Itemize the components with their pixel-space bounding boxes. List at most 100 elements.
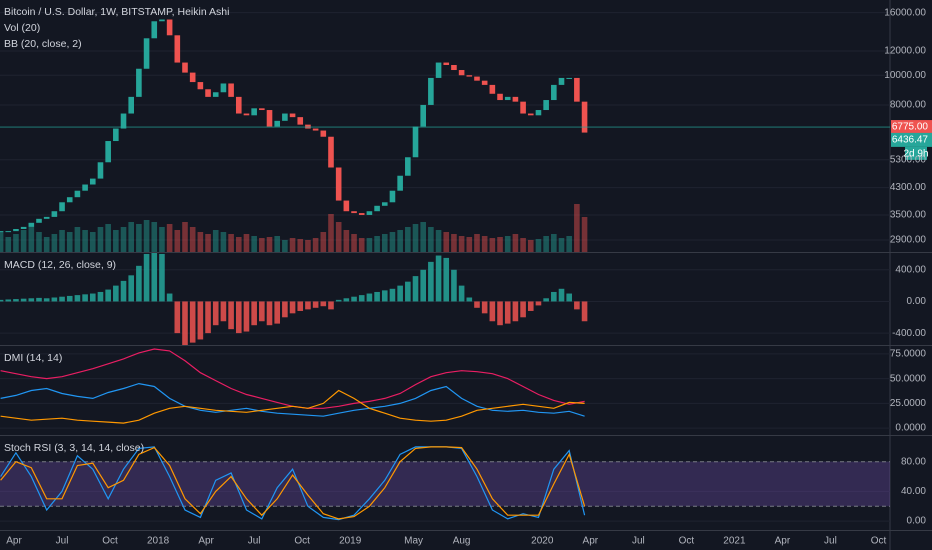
candle-body: [97, 162, 104, 179]
macd-histogram-bar: [374, 291, 380, 302]
macd-histogram-bar: [266, 301, 273, 326]
candle-body: [358, 213, 365, 215]
volume-bar: [66, 232, 73, 252]
volume-bar: [13, 234, 19, 252]
x-tick-label: 2018: [147, 536, 170, 547]
volume-bar: [335, 222, 342, 252]
volume-bar: [481, 236, 488, 252]
macd-histogram-bar: [120, 280, 127, 302]
candle-body: [466, 75, 473, 77]
volume-bar: [351, 234, 357, 252]
candle-body: [305, 124, 311, 129]
candle-body: [420, 104, 426, 127]
macd-histogram-bar: [412, 276, 419, 302]
candle-body: [13, 228, 19, 232]
x-tick-label: May: [404, 536, 423, 547]
macd-histogram-bar: [381, 290, 388, 302]
countdown-label: 2d 9h: [903, 149, 928, 160]
candle-body: [335, 167, 342, 201]
macd-histogram-bar: [358, 295, 365, 302]
candle-body: [266, 110, 273, 127]
macd-histogram-bar: [520, 301, 526, 318]
candle-body: [566, 77, 572, 79]
volume-bar: [358, 238, 365, 252]
indicator-label: BB (20, close, 2): [4, 38, 82, 50]
volume-bar: [466, 237, 473, 252]
macd-histogram-bar: [428, 261, 434, 302]
x-tick-label: 2021: [723, 536, 746, 547]
candle-body: [82, 184, 88, 191]
candle-body: [535, 110, 542, 116]
macd-histogram-bar: [366, 293, 373, 302]
macd-histogram-bar: [189, 301, 196, 343]
volume-bar: [243, 234, 250, 252]
macd-histogram-bar: [43, 298, 50, 302]
y-tick-label: 0.0000: [895, 423, 926, 434]
candle-body: [458, 70, 465, 76]
y-tick-label: -400.00: [892, 328, 926, 339]
macd-histogram-bar: [228, 301, 234, 330]
candle-body: [504, 96, 511, 101]
volume-bar: [136, 224, 142, 252]
y-tick-label: 40.00: [901, 486, 926, 497]
macd-histogram-bar: [74, 295, 81, 302]
macd-histogram-bar: [182, 301, 188, 345]
macd-histogram-bar: [159, 253, 165, 302]
volume-bar: [443, 232, 450, 252]
volume-bar: [166, 224, 173, 252]
macd-histogram-bar: [274, 301, 281, 324]
candle-body: [351, 211, 357, 214]
candle-body: [343, 200, 350, 212]
volume-bar: [343, 230, 350, 252]
volume-bar: [320, 232, 327, 252]
candle-body: [136, 68, 142, 97]
macd-histogram-bar: [481, 301, 488, 314]
volume-bar: [174, 230, 181, 252]
volume-bar: [36, 232, 42, 252]
candle-body: [128, 96, 135, 114]
macd-histogram-bar: [351, 296, 357, 302]
last-price-label: 6775.00: [892, 122, 929, 133]
volume-bar: [266, 237, 273, 252]
y-tick-label: 5300.00: [890, 154, 927, 165]
volume-bar: [189, 227, 196, 252]
candle-body: [282, 113, 288, 121]
x-tick-label: Apr: [583, 536, 599, 547]
macd-histogram-bar: [197, 301, 204, 340]
volume-bar: [282, 240, 288, 252]
volume-bar: [143, 220, 150, 252]
candle-body: [243, 113, 250, 116]
pane-title: DMI (14, 14): [4, 352, 62, 364]
current-price-tag: [891, 132, 932, 147]
x-tick-label: Oct: [679, 536, 695, 547]
volume-bar: [551, 234, 557, 252]
candle-body: [259, 108, 265, 111]
macd-histogram-bar: [151, 253, 158, 302]
candle-body: [412, 126, 419, 158]
candle-body: [212, 92, 219, 97]
candle-body: [51, 211, 58, 217]
macd-histogram-bar: [5, 299, 12, 302]
candle-body: [551, 84, 557, 101]
candle-body: [113, 128, 119, 142]
volume-bar: [74, 227, 81, 252]
y-tick-label: 400.00: [895, 264, 926, 275]
candle-body: [20, 226, 27, 229]
volume-bar: [435, 230, 442, 252]
macd-histogram-bar: [82, 294, 88, 302]
volume-bar: [574, 204, 580, 252]
volume-bar: [220, 232, 227, 252]
candle-body: [451, 64, 457, 71]
volume-bar: [405, 227, 411, 252]
y-tick-label: 2900.00: [890, 235, 927, 246]
candle-body: [381, 202, 388, 206]
volume-bar: [535, 239, 542, 252]
macd-histogram-bar: [435, 255, 442, 302]
volume-bar: [0, 232, 4, 252]
macd-histogram-bar: [543, 298, 549, 302]
macd-histogram-bar: [335, 299, 342, 302]
candle-body: [166, 19, 173, 36]
candle-body: [189, 72, 196, 83]
macd-histogram-bar: [36, 297, 42, 302]
volume-bar: [581, 217, 588, 252]
